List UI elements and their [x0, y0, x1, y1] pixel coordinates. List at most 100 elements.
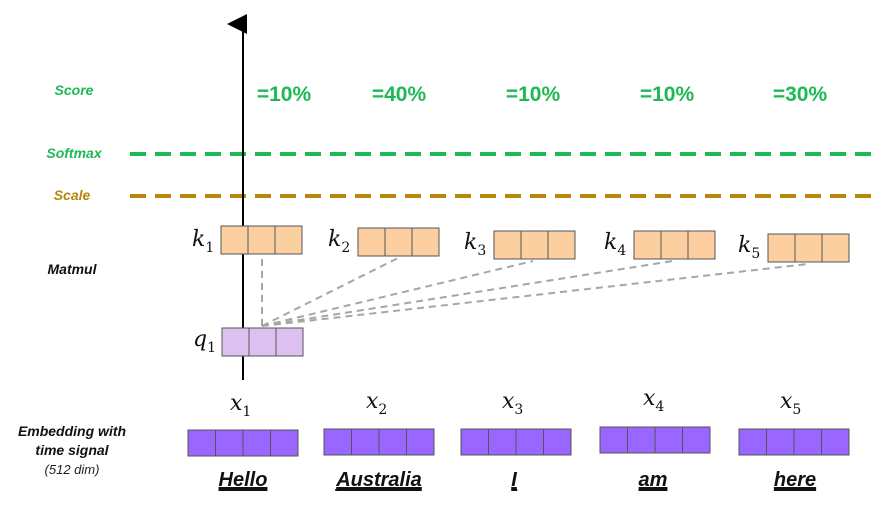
embedding-vector-4-cell [654, 426, 683, 454]
word-3: I [511, 469, 517, 491]
key-vector-5-cell [794, 233, 823, 263]
input-label-2-sub: 2 [378, 402, 387, 418]
connectors-group [261, 256, 809, 327]
matmul-label: Matmul [48, 261, 98, 277]
embedding-vector-2-cell [378, 428, 407, 456]
key-label-4-var: k [604, 230, 617, 255]
key-label-1-sub: 1 [205, 240, 214, 256]
key-vector-4-cell [633, 230, 662, 260]
embedding-vector-4-cell [627, 426, 656, 454]
key-vector-1-cell [247, 225, 276, 255]
embedding-vector-1-cell [270, 429, 299, 457]
key-vector-4-cell [660, 230, 689, 260]
query-label-sub: 1 [207, 340, 216, 356]
key-label-5: k5 [738, 233, 760, 262]
key-vector-2-cell [411, 227, 440, 257]
key-label-3-sub: 3 [477, 243, 486, 259]
key-label-5-var: k [738, 233, 751, 258]
connector-q1-k4 [261, 260, 674, 327]
connector-q1-k2 [261, 257, 399, 327]
input-label-4-var: x [643, 386, 656, 411]
embedding-vector-1-cell [187, 429, 216, 457]
input-label-3-sub: 3 [514, 402, 523, 418]
embedding-vector-5-cell [766, 428, 795, 456]
key-vector-4 [633, 230, 716, 260]
query-vector-cell [248, 327, 277, 357]
input-label-5-sub: 5 [792, 402, 801, 418]
word-2: Australia [335, 469, 422, 491]
input-label-3: x3 [502, 389, 523, 418]
embedding-vector-3-cell [488, 428, 517, 456]
embedding-vector-2-cell [323, 428, 352, 456]
word-5: here [774, 469, 816, 491]
score-value-2: =40% [372, 83, 427, 106]
embedding-vector-1-cell [215, 429, 244, 457]
input-label-4-sub: 4 [655, 399, 664, 415]
input-label-2: x2 [366, 389, 387, 418]
input-label-4: x4 [643, 386, 664, 415]
key-label-4: k4 [604, 230, 626, 259]
word-1: Hello [219, 469, 268, 491]
embedding-vector-2 [323, 428, 435, 456]
input-label-2-var: x [366, 389, 379, 414]
embedding-vector-4 [599, 426, 711, 454]
input-label-5: x5 [780, 389, 801, 418]
embedding-vector-4-cell [599, 426, 628, 454]
key-vector-1-cell [220, 225, 249, 255]
key-vector-5 [767, 233, 850, 263]
word-4: am [639, 469, 668, 491]
embedding-vector-1 [187, 429, 299, 457]
key-vector-1 [220, 225, 303, 255]
embedding-vector-5-cell [738, 428, 767, 456]
embeddings-group [187, 426, 850, 457]
key-vector-2 [357, 227, 440, 257]
embedding-vector-5 [738, 428, 850, 456]
input-label-1: x1 [230, 391, 251, 420]
score-value-5: =30% [773, 83, 828, 106]
key-label-3: k3 [464, 230, 486, 259]
key-label-2-sub: 2 [341, 240, 350, 256]
query-group: q1 [193, 327, 304, 357]
connector-q1-k3 [261, 260, 534, 327]
softmax-label: Softmax [46, 145, 102, 161]
key-label-2-var: k [328, 227, 341, 252]
key-label-1: k1 [192, 227, 214, 256]
key-vector-2-cell [357, 227, 386, 257]
key-vector-5-cell [821, 233, 850, 263]
input-label-1-sub: 1 [242, 404, 251, 420]
keys-group: k1 k2 k3 k4 k5 [192, 225, 850, 263]
embedding-vector-2-cell [406, 428, 435, 456]
embedding-vector-3-cell [543, 428, 572, 456]
key-label-4-sub: 4 [617, 243, 626, 259]
query-vector-cell [275, 327, 304, 357]
inputs-group: x1 x2 x3 x4 x5 [230, 386, 801, 420]
embedding-vector-1-cell [242, 429, 271, 457]
key-vector-2-cell [384, 227, 413, 257]
score-value-3: =10% [506, 83, 561, 106]
input-label-3-var: x [502, 389, 515, 414]
key-vector-5-cell [767, 233, 796, 263]
connector-q1-k5 [261, 263, 809, 327]
input-label-5-var: x [780, 389, 793, 414]
key-label-5-sub: 5 [751, 246, 760, 262]
query-vector [221, 327, 304, 357]
embedding-label-line2: time signal [35, 442, 109, 458]
embedding-vector-3-cell [515, 428, 544, 456]
embedding-vector-3-cell [460, 428, 489, 456]
embedding-vector-2-cell [351, 428, 380, 456]
key-vector-3-cell [520, 230, 549, 260]
query-label-var: q [193, 327, 207, 352]
scale-label: Scale [54, 187, 91, 203]
key-label-3-var: k [464, 230, 477, 255]
query-label: q1 [193, 327, 216, 356]
query-vector-cell [221, 327, 250, 357]
scores-group: =10% =40% =10% =10% =30% [257, 83, 828, 106]
score-value-1: =10% [257, 83, 312, 106]
key-vector-3-cell [547, 230, 576, 260]
key-label-2: k2 [328, 227, 350, 256]
key-label-1-var: k [192, 227, 205, 252]
score-value-4: =10% [640, 83, 695, 106]
key-vector-4-cell [687, 230, 716, 260]
